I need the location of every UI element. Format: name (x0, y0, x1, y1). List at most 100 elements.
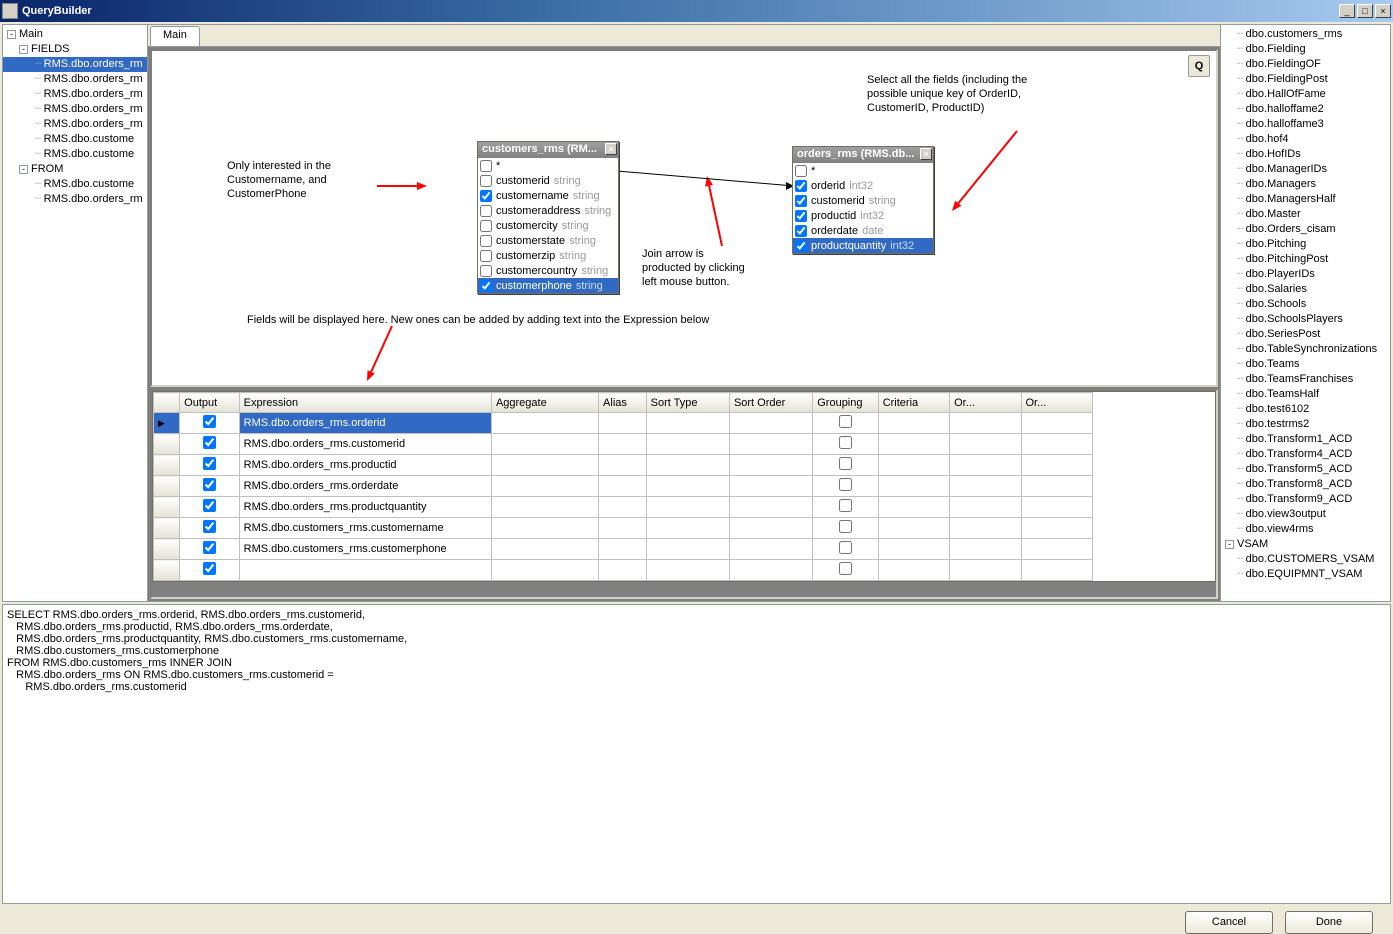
tree-field-item[interactable]: ┈ RMS.dbo.custome (3, 132, 147, 147)
grid-column-header[interactable]: Grouping (813, 393, 878, 413)
output-checkbox[interactable] (203, 478, 216, 491)
db-table-item[interactable]: ┈ dbo.view3output (1221, 507, 1390, 522)
db-table-item[interactable]: ┈ dbo.Orders_cisam (1221, 222, 1390, 237)
db-table-item[interactable]: ┈ dbo.Transform4_ACD (1221, 447, 1390, 462)
db-table-item[interactable]: ┈ dbo.SchoolsPlayers (1221, 312, 1390, 327)
output-checkbox[interactable] (203, 520, 216, 533)
table-field-row[interactable]: customeridstring (478, 173, 618, 188)
close-button[interactable]: × (1375, 4, 1391, 18)
table-field-row[interactable]: orderidint32 (793, 178, 933, 193)
sql-pane[interactable]: SELECT RMS.dbo.orders_rms.orderid, RMS.d… (2, 604, 1391, 904)
tree-from[interactable]: -FROM (3, 162, 147, 177)
maximize-button[interactable]: □ (1357, 4, 1373, 18)
field-checkbox[interactable] (480, 235, 492, 247)
db-table-item[interactable]: ┈ dbo.Salaries (1221, 282, 1390, 297)
tree-field-item[interactable]: ┈ RMS.dbo.custome (3, 147, 147, 162)
field-checkbox[interactable] (480, 175, 492, 187)
query-button[interactable]: Q (1188, 55, 1210, 77)
tree-field-item[interactable]: ┈ RMS.dbo.orders_rm (3, 72, 147, 87)
db-table-item[interactable]: ┈ dbo.SeriesPost (1221, 327, 1390, 342)
table-field-row[interactable]: customercountrystring (478, 263, 618, 278)
table-field-row[interactable]: productidint32 (793, 208, 933, 223)
grid-row[interactable] (154, 560, 1093, 581)
grouping-checkbox[interactable] (839, 499, 852, 512)
db-table-item[interactable]: ┈ dbo.TeamsHalf (1221, 387, 1390, 402)
tree-vsam[interactable]: -VSAM (1221, 537, 1390, 552)
design-canvas[interactable]: Q Only interested in the Customername, a… (150, 49, 1218, 387)
db-table-item[interactable]: ┈ dbo.Pitching (1221, 237, 1390, 252)
table-field-row[interactable]: customernamestring (478, 188, 618, 203)
field-checkbox[interactable] (480, 205, 492, 217)
grouping-checkbox[interactable] (839, 457, 852, 470)
tree-field-item[interactable]: ┈ RMS.dbo.orders_rm (3, 117, 147, 132)
grid-column-header[interactable]: Or... (950, 393, 1021, 413)
done-button[interactable]: Done (1285, 911, 1373, 934)
db-table-item[interactable]: ┈ dbo.Schools (1221, 297, 1390, 312)
table-field-row[interactable]: orderdatedate (793, 223, 933, 238)
table-field-row[interactable]: * (793, 163, 933, 178)
field-checkbox[interactable] (480, 280, 492, 292)
grid-column-header[interactable]: Sort Type (646, 393, 729, 413)
tree-field-item[interactable]: ┈ RMS.dbo.orders_rm (3, 57, 147, 72)
output-checkbox[interactable] (203, 415, 216, 428)
table-field-row[interactable]: customerzipstring (478, 248, 618, 263)
db-table-item[interactable]: ┈ dbo.halloffame3 (1221, 117, 1390, 132)
db-table-item[interactable]: ┈ dbo.FieldingOF (1221, 57, 1390, 72)
tab-main[interactable]: Main (150, 26, 200, 46)
field-checkbox[interactable] (480, 220, 492, 232)
grid-row[interactable]: RMS.dbo.orders_rms.orderdate (154, 476, 1093, 497)
output-checkbox[interactable] (203, 499, 216, 512)
table-field-row[interactable]: customercitystring (478, 218, 618, 233)
db-table-item[interactable]: ┈ dbo.Transform9_ACD (1221, 492, 1390, 507)
db-table-item[interactable]: ┈ dbo.customers_rms (1221, 27, 1390, 42)
grid-column-header[interactable]: Criteria (878, 393, 949, 413)
tree-from-item[interactable]: ┈ RMS.dbo.orders_rm (3, 192, 147, 207)
grid-column-header[interactable]: Or... (1021, 393, 1093, 413)
db-table-item[interactable]: ┈ dbo.Transform8_ACD (1221, 477, 1390, 492)
minimize-button[interactable]: _ (1339, 4, 1355, 18)
grid-row[interactable]: RMS.dbo.orders_rms.productid (154, 455, 1093, 476)
left-tree[interactable]: -Main -FIELDS ┈ RMS.dbo.orders_rm┈ RMS.d… (3, 25, 148, 601)
db-table-item[interactable]: ┈ dbo.ManagersHalf (1221, 192, 1390, 207)
db-table-item[interactable]: ┈ dbo.TableSynchronizations (1221, 342, 1390, 357)
tree-field-item[interactable]: ┈ RMS.dbo.orders_rm (3, 102, 147, 117)
db-table-item[interactable]: ┈ dbo.view4rms (1221, 522, 1390, 537)
grid-row[interactable]: RMS.dbo.customers_rms.customerphone (154, 539, 1093, 560)
fields-grid[interactable]: OutputExpressionAggregateAliasSort TypeS… (150, 389, 1218, 599)
grid-column-header[interactable]: Sort Order (729, 393, 812, 413)
field-checkbox[interactable] (795, 210, 807, 222)
db-table-item[interactable]: ┈ dbo.Teams (1221, 357, 1390, 372)
grid-column-header[interactable]: Expression (239, 393, 491, 413)
grid-row[interactable]: RMS.dbo.orders_rms.productquantity (154, 497, 1093, 518)
grid-row[interactable]: RMS.dbo.orders_rms.orderid (154, 413, 1093, 434)
db-table-item[interactable]: ┈ dbo.test6102 (1221, 402, 1390, 417)
field-checkbox[interactable] (480, 190, 492, 202)
grouping-checkbox[interactable] (839, 541, 852, 554)
db-table-item[interactable]: ┈ dbo.PlayerIDs (1221, 267, 1390, 282)
db-table-item[interactable]: ┈ dbo.FieldingPost (1221, 72, 1390, 87)
table-field-row[interactable]: customeridstring (793, 193, 933, 208)
table-field-row[interactable]: customerphonestring (478, 278, 618, 293)
db-table-item[interactable]: ┈ dbo.Fielding (1221, 42, 1390, 57)
db-table-item[interactable]: ┈ dbo.Managers (1221, 177, 1390, 192)
cancel-button[interactable]: Cancel (1185, 911, 1273, 934)
db-table-item[interactable]: ┈ dbo.Transform1_ACD (1221, 432, 1390, 447)
table-field-row[interactable]: customerstatestring (478, 233, 618, 248)
output-checkbox[interactable] (203, 436, 216, 449)
table-field-row[interactable]: productquantityint32 (793, 238, 933, 253)
tree-field-item[interactable]: ┈ RMS.dbo.orders_rm (3, 87, 147, 102)
output-checkbox[interactable] (203, 541, 216, 554)
db-table-item[interactable]: ┈ dbo.Transform5_ACD (1221, 462, 1390, 477)
grouping-checkbox[interactable] (839, 478, 852, 491)
grid-row[interactable]: RMS.dbo.orders_rms.customerid (154, 434, 1093, 455)
tree-from-item[interactable]: ┈ RMS.dbo.custome (3, 177, 147, 192)
table-customers[interactable]: customers_rms (RM... × *customeridstring… (477, 141, 619, 294)
db-table-item[interactable]: ┈ dbo.HallOfFame (1221, 87, 1390, 102)
tree-root[interactable]: -Main (3, 27, 147, 42)
grid-column-header[interactable]: Aggregate (491, 393, 598, 413)
grid-column-header[interactable]: Alias (599, 393, 647, 413)
grouping-checkbox[interactable] (839, 520, 852, 533)
output-checkbox[interactable] (203, 457, 216, 470)
field-checkbox[interactable] (480, 265, 492, 277)
db-table-item[interactable]: ┈ dbo.HofIDs (1221, 147, 1390, 162)
